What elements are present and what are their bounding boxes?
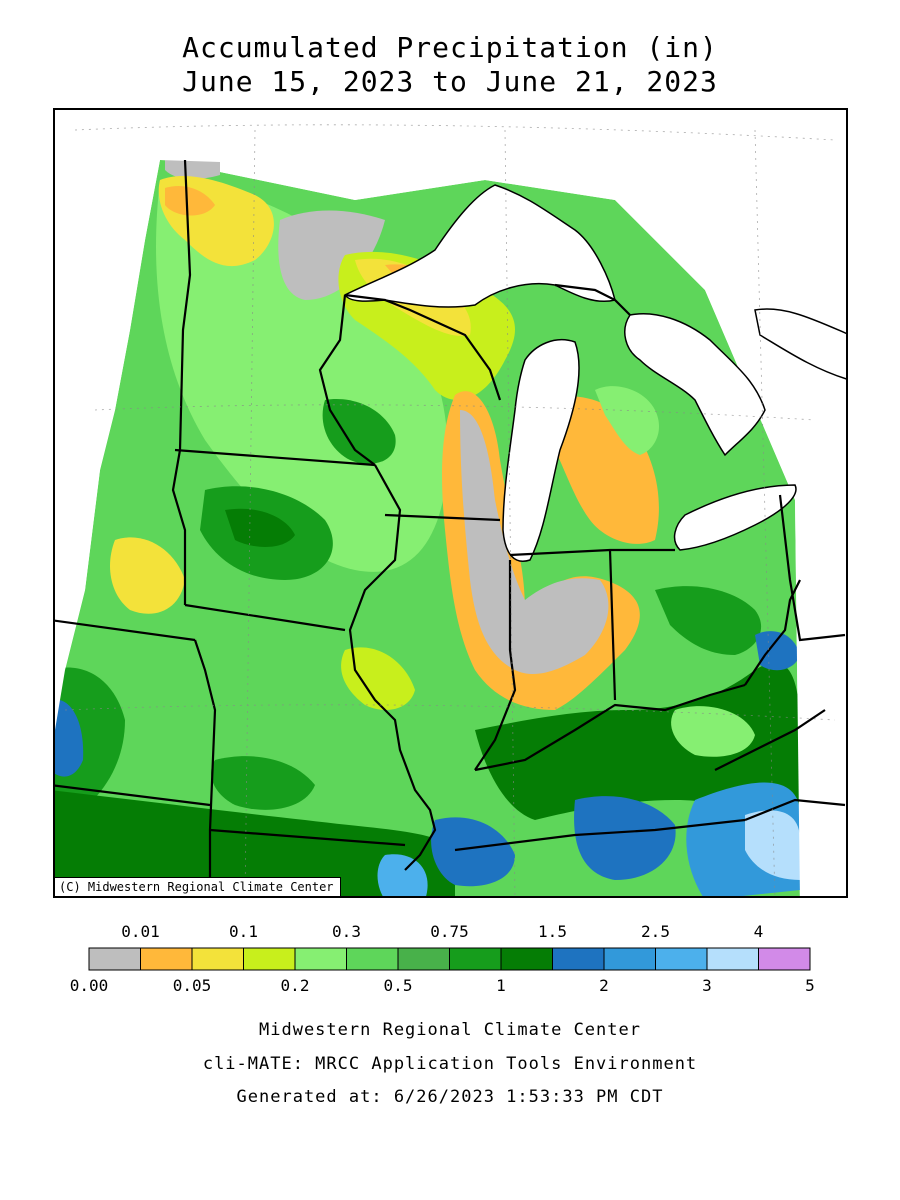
legend-swatch xyxy=(706,947,759,971)
legend-swatch xyxy=(449,947,502,971)
color-legend: 0.01 0.1 0.3 0.75 1.5 2.5 4 0.00 0.05 0.2 0.5 1 2 3 5 xyxy=(0,920,900,1000)
legend-swatch xyxy=(88,947,141,971)
legend-swatch xyxy=(191,947,244,971)
footer-app: cli-MATE: MRCC Application Tools Environ… xyxy=(202,1054,698,1074)
legend-top-label: 2.5 xyxy=(641,922,670,941)
legend-swatch xyxy=(655,947,708,971)
legend-top-label: 4 xyxy=(753,922,764,941)
legend-swatch xyxy=(758,947,811,971)
legend-bottom-label: 0.5 xyxy=(383,976,413,995)
map-title: Accumulated Precipitation (in) xyxy=(182,31,718,64)
legend-swatch xyxy=(243,947,296,971)
state-boundaries xyxy=(55,159,846,896)
legend-swatch xyxy=(603,947,656,971)
map-date-range: June 15, 2023 to June 21, 2023 xyxy=(182,65,718,98)
copyright-label: (C) Midwestern Regional Climate Center xyxy=(55,877,341,896)
legend-bottom-label: 2 xyxy=(599,976,609,995)
legend-swatch xyxy=(140,947,193,971)
footer-org: Midwestern Regional Climate Center xyxy=(259,1020,641,1040)
legend-bottom-label: 3 xyxy=(702,976,712,995)
legend-swatch xyxy=(294,947,347,971)
outside-domain xyxy=(55,110,846,730)
precipitation-map: (C) Midwestern Regional Climate Center xyxy=(53,108,848,898)
legend-swatch xyxy=(552,947,605,971)
legend-top-label: 1.5 xyxy=(538,922,567,941)
legend-swatch xyxy=(397,947,450,971)
legend-bottom-label: 0.00 xyxy=(69,976,109,995)
legend-top-label: 0.3 xyxy=(332,922,361,941)
legend-top-label: 0.1 xyxy=(229,922,258,941)
legend-bar xyxy=(88,947,811,971)
legend-bottom-label: 5 xyxy=(805,976,815,995)
legend-top-label: 0.01 xyxy=(121,922,160,941)
legend-bottom-label: 1 xyxy=(496,976,506,995)
legend-bottom-label: 0.2 xyxy=(280,976,310,995)
footer-generated: Generated at: 6/26/2023 1:53:33 PM CDT xyxy=(236,1087,664,1107)
legend-swatch xyxy=(346,947,399,971)
precip-field xyxy=(55,160,800,896)
graticule xyxy=(64,124,836,896)
great-lakes xyxy=(343,184,846,562)
legend-top-label: 0.75 xyxy=(430,922,469,941)
legend-swatch xyxy=(500,947,553,971)
legend-bottom-label: 0.05 xyxy=(172,976,212,995)
